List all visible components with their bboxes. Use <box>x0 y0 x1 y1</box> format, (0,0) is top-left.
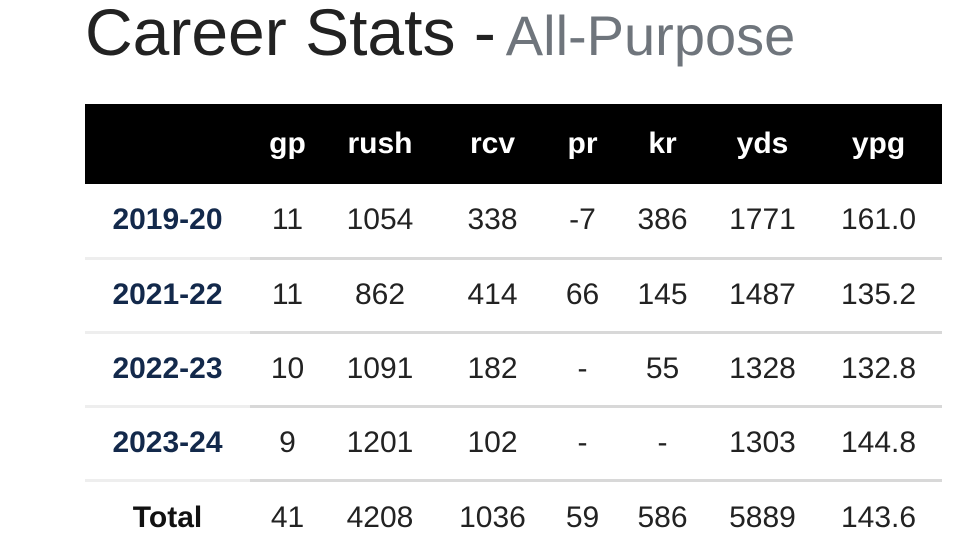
cell: 1091 <box>325 332 435 408</box>
corner-cell <box>85 104 250 184</box>
row-label: 2023-24 <box>85 406 250 482</box>
cell: 55 <box>615 332 710 408</box>
table-row: 2019-20 11 1054 338 -7 386 1771 161.0 <box>85 184 942 260</box>
column-header: pr <box>567 127 598 160</box>
cell: 161.0 <box>815 184 942 260</box>
cell: 11 <box>250 184 325 260</box>
cell: 1036 <box>459 500 526 534</box>
row-label: 2019-20 <box>85 184 250 260</box>
cell: 414 <box>435 258 550 334</box>
stats-table: gp rush rcv pr kr yds ypg 2019-20 11 1054 338 -7 38… <box>85 104 942 554</box>
cell: -7 <box>550 184 615 260</box>
cell: 59 <box>565 500 600 534</box>
table-row: 2023-24 9 1201 102- -1303 144.8 <box>85 406 942 482</box>
cell: 11 <box>250 258 325 334</box>
table-row: Total 41 4208 1036 59 586 5889 143.6 <box>85 480 942 554</box>
cell: 145 <box>615 258 710 334</box>
column-header: rcv <box>469 127 516 160</box>
cell: 1201 <box>325 406 435 482</box>
cell: 862 <box>325 258 435 334</box>
column-header: rush <box>347 127 413 160</box>
cell: 1328 <box>710 332 815 408</box>
cell: 102 <box>435 406 550 482</box>
cell: 586 <box>637 500 688 534</box>
row-label: 2022-23 <box>85 332 250 408</box>
row-label: 2021-22 <box>85 258 250 334</box>
column-header: kr <box>648 127 677 160</box>
cell: 66 <box>550 258 615 334</box>
cell: 132.8 <box>815 332 942 408</box>
cell: 143.6 <box>840 500 917 534</box>
page-title: Career Stats - All-Purpose <box>85 0 795 70</box>
cell: 9 <box>250 406 325 482</box>
cell: 1303 <box>710 406 815 482</box>
column-header: yds <box>736 127 789 160</box>
cell: 10 <box>250 332 325 408</box>
cell: - <box>615 406 710 482</box>
cell: 338 <box>435 184 550 260</box>
cell: 386 <box>615 184 710 260</box>
cell: 1054 <box>325 184 435 260</box>
cell: - <box>550 406 615 482</box>
column-header: ypg <box>851 127 906 160</box>
cell: 1771 <box>710 184 815 260</box>
cell: 1487 <box>710 258 815 334</box>
table-row: 2022-23 10 1091 182-55 1328 132.8 <box>85 332 942 408</box>
table-body: 2019-20 11 1054 338 -7 386 1771 161.0 2021-22 11 8… <box>85 184 942 554</box>
cell: 41 <box>270 500 305 534</box>
cell: 144.8 <box>815 406 942 482</box>
row-label: Total <box>132 500 203 534</box>
subtitle: All-Purpose <box>505 4 796 67</box>
cell: 4208 <box>346 500 414 534</box>
header-row: gp rush rcv pr kr yds ypg <box>85 104 942 184</box>
title: Career Stats - <box>85 0 496 69</box>
cell: 182 <box>435 332 550 408</box>
table-row: 2021-22 11 862 414 66 145 1487 135.2 <box>85 258 942 334</box>
column-header: gp <box>269 127 306 160</box>
cell: - <box>550 332 615 408</box>
cell: 135.2 <box>815 258 942 334</box>
cell: 5889 <box>729 500 796 534</box>
